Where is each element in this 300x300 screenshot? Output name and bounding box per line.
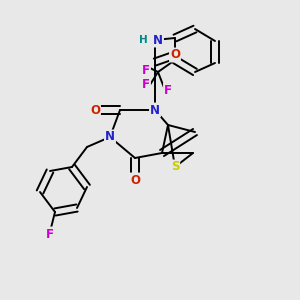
Text: N: N: [153, 34, 163, 46]
Text: F: F: [142, 64, 150, 76]
Text: F: F: [142, 79, 150, 92]
Text: S: S: [171, 160, 179, 173]
Text: O: O: [90, 103, 100, 116]
Text: F: F: [164, 83, 172, 97]
Text: F: F: [46, 227, 54, 241]
Text: N: N: [150, 103, 160, 116]
Text: H: H: [139, 35, 147, 45]
Text: N: N: [105, 130, 115, 143]
Text: O: O: [170, 49, 180, 62]
Text: O: O: [130, 173, 140, 187]
